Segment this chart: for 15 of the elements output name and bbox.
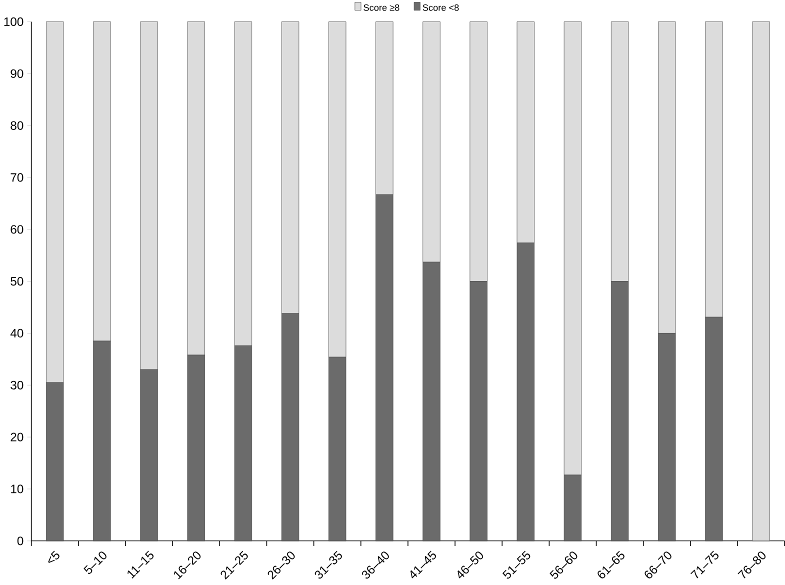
y-tick-label: 90 (10, 69, 24, 78)
y-tick-label: 80 (10, 121, 24, 130)
y-tick-label: 70 (10, 173, 24, 182)
y-tick-label: 10 (11, 484, 24, 494)
legend-label: Score ≥8 (364, 4, 400, 11)
legend-label: Score <8 (422, 4, 459, 11)
y-tick-label: 50 (10, 277, 24, 286)
y-tick-label: 20 (10, 432, 24, 442)
y-tick-label: 30 (10, 380, 24, 390)
y-tick-label: 100 (4, 17, 24, 26)
x-tick-label: <5 (48, 550, 60, 564)
bar (752, 22, 770, 542)
y-tick-label: 60 (10, 225, 24, 234)
y-tick-label: 0 (17, 536, 24, 546)
y-tick-label: 40 (10, 329, 24, 338)
